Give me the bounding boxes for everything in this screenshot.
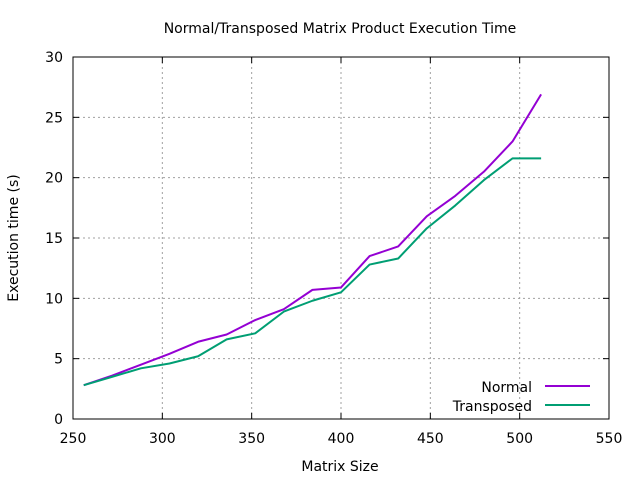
series-line-normal [83, 93, 542, 387]
y-tick-label: 0 [54, 412, 63, 428]
y-tick-label: 30 [45, 50, 63, 66]
x-tick-label: 300 [149, 431, 176, 447]
y-tick-label: 25 [45, 110, 63, 126]
legend-label-normal: Normal [481, 380, 532, 396]
legend: Normal Transposed [452, 380, 590, 415]
x-tick-label: 500 [506, 431, 533, 447]
series-lines [83, 93, 542, 387]
x-tick-label: 450 [417, 431, 444, 447]
x-axis-label: Matrix Size [301, 459, 378, 475]
grid [73, 57, 609, 419]
x-tick-label: 550 [596, 431, 623, 447]
legend-label-transposed: Transposed [452, 399, 532, 415]
x-tick-label: 400 [328, 431, 355, 447]
chart-title: Normal/Transposed Matrix Product Executi… [164, 21, 517, 37]
y-axis-label: Execution time (s) [6, 174, 22, 301]
x-tick-label: 250 [60, 431, 87, 447]
series-line-transposed [83, 157, 542, 387]
y-tick-label: 5 [54, 352, 63, 368]
y-tick-label: 20 [45, 171, 63, 187]
x-tick-label: 350 [238, 431, 265, 447]
y-tick-label: 10 [45, 291, 63, 307]
y-tick-label: 15 [45, 231, 63, 247]
axis-ticks: 250 300 350 400 450 500 550 0 5 10 15 20 25 30 [45, 50, 622, 447]
